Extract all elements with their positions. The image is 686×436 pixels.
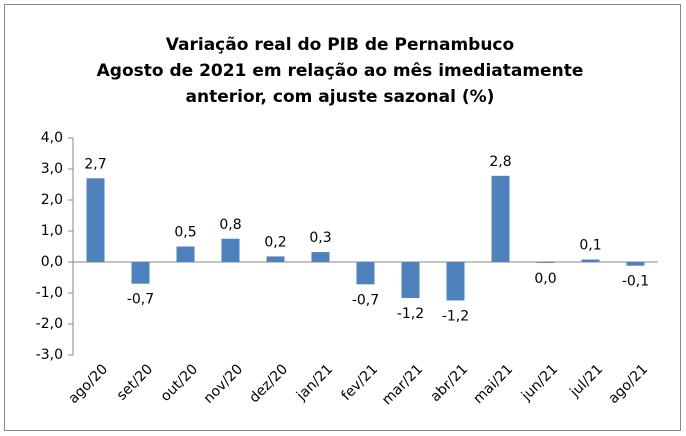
bar <box>491 175 510 262</box>
x-tick-label: jul/21 <box>566 361 606 401</box>
data-label: 0,5 <box>174 225 196 241</box>
data-label: 0,3 <box>309 230 331 246</box>
x-tick-label: out/20 <box>158 361 201 404</box>
bar <box>536 262 555 263</box>
bar <box>266 256 285 262</box>
x-tick-label: ago/20 <box>66 361 112 407</box>
y-tick-label: -2,0 <box>36 316 63 332</box>
data-label: 0,1 <box>579 238 601 254</box>
x-tick-label: mai/21 <box>470 361 516 407</box>
y-tick-label: 2,0 <box>41 192 63 208</box>
chart-title: Variação real do PIB de Pernambuco <box>166 35 514 55</box>
x-tick-label: ago/21 <box>606 361 652 407</box>
chart-title: anterior, com ajuste sazonal (%) <box>186 87 495 107</box>
data-label: -1,2 <box>442 308 469 324</box>
x-tick-label: abr/21 <box>427 361 471 405</box>
y-tick-label: 3,0 <box>41 161 63 177</box>
bar <box>356 262 375 285</box>
y-tick-label: 4,0 <box>41 130 63 146</box>
bar <box>86 178 105 262</box>
bar <box>626 262 645 266</box>
data-label: -0,7 <box>127 292 154 308</box>
x-tick-label: jan/21 <box>293 361 336 404</box>
x-tick-label: jun/21 <box>518 361 561 404</box>
bar <box>176 246 195 262</box>
x-tick-label: mar/21 <box>379 361 426 408</box>
data-label: -1,2 <box>397 306 424 322</box>
data-label: 2,7 <box>84 156 106 172</box>
y-tick-label: 1,0 <box>41 223 63 239</box>
y-tick-label: -1,0 <box>36 285 63 301</box>
x-tick-label: dez/20 <box>246 361 291 406</box>
x-tick-label: nov/20 <box>201 361 246 406</box>
x-tick-label: fev/21 <box>338 361 381 404</box>
bar <box>131 262 150 284</box>
chart-frame <box>4 4 681 431</box>
x-tick-label: set/20 <box>114 361 156 403</box>
data-label: 0,0 <box>534 271 556 287</box>
chart-title: Agosto de 2021 em relação ao mês imediat… <box>97 61 584 81</box>
bar <box>311 252 330 262</box>
bar <box>221 238 240 262</box>
bar <box>401 262 420 298</box>
bar <box>581 259 600 262</box>
data-label: 0,2 <box>264 234 286 250</box>
y-tick-label: 0,0 <box>41 254 63 270</box>
bar <box>446 262 465 301</box>
data-label: 0,8 <box>219 217 241 233</box>
data-label: 2,8 <box>489 154 511 170</box>
data-label: -0,1 <box>622 274 649 290</box>
data-label: -0,7 <box>352 292 379 308</box>
y-tick-label: -3,0 <box>36 347 63 363</box>
